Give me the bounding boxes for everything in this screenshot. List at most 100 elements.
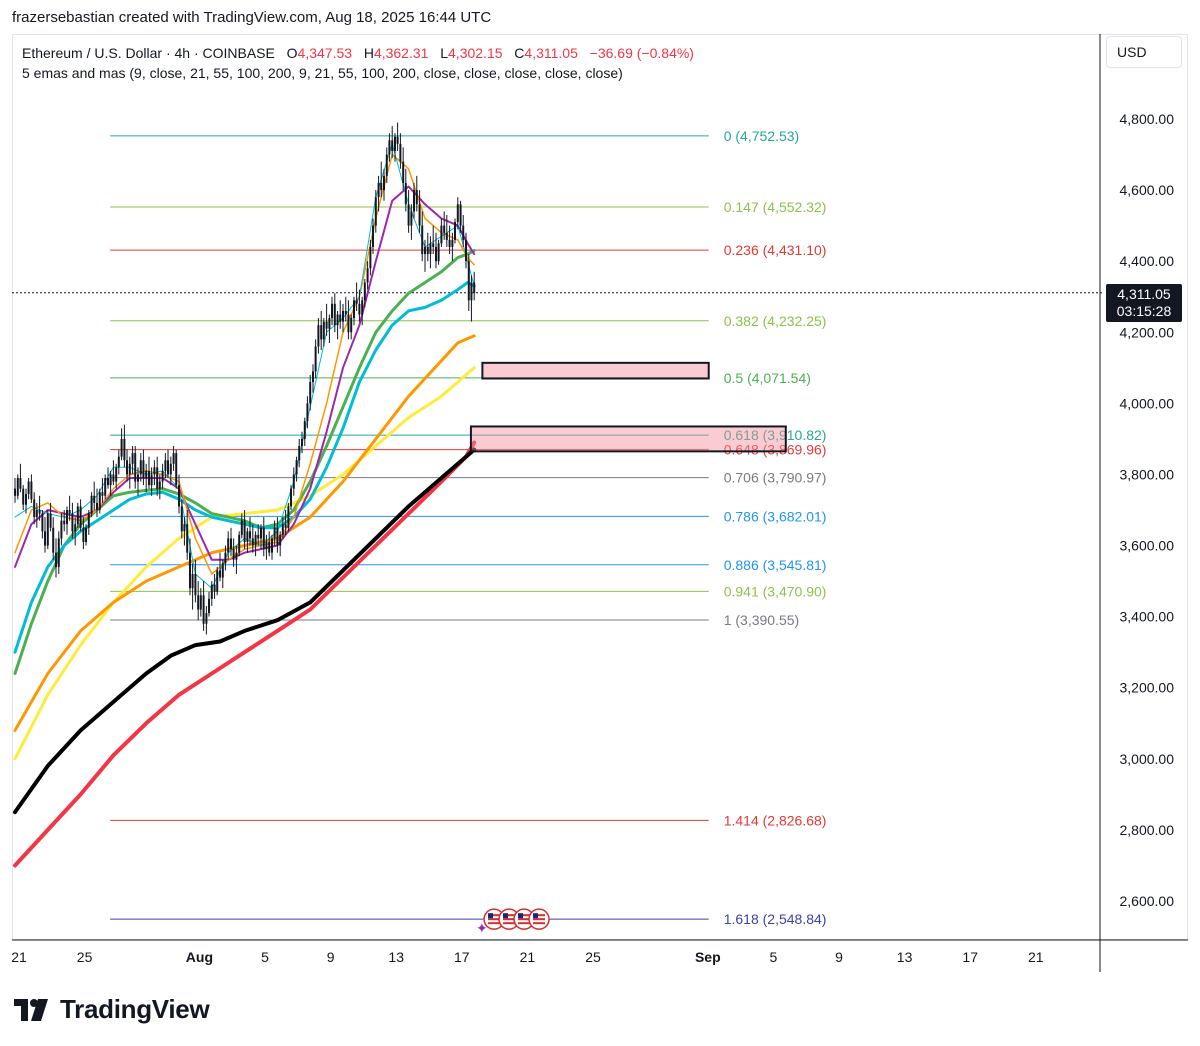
candle-body	[71, 513, 74, 532]
x-tick-label: 5	[261, 949, 269, 965]
candle-body	[355, 300, 358, 304]
candle-body	[342, 310, 344, 322]
fib-level-label: 0.382 (4,232.25)	[724, 313, 827, 329]
candle-body	[404, 182, 407, 205]
fib-level-label: 0.618 (3,910.82)	[724, 427, 827, 443]
candle-body	[246, 531, 249, 542]
candle-body	[115, 467, 118, 482]
candle-body	[265, 541, 268, 550]
candle-body	[399, 143, 402, 162]
currency-button[interactable]: USD	[1106, 36, 1182, 68]
us-flag-canton	[488, 913, 494, 919]
candle-body	[240, 520, 243, 535]
fib-level-label: 0 (4,752.53)	[724, 128, 800, 144]
y-tick-label: 4,200.00	[1120, 324, 1175, 340]
us-flag-stripe	[488, 922, 501, 925]
candle-body	[309, 382, 312, 404]
candle-body	[383, 175, 385, 191]
y-tick-label: 3,400.00	[1120, 609, 1175, 625]
legend-symbol-row: Ethereum / U.S. Dollar · 4h · COINBASE O…	[22, 43, 694, 63]
candle-body	[178, 485, 180, 507]
candle-body	[128, 463, 131, 475]
fib-level-label: 0.941 (3,470.90)	[724, 583, 827, 599]
candle-body	[142, 460, 145, 479]
candle-body	[380, 182, 383, 191]
candle-body	[448, 239, 451, 247]
us-flag-stripe	[518, 918, 531, 921]
zone-lower	[469, 425, 787, 453]
candle-body	[257, 534, 260, 539]
candle-body	[437, 243, 440, 262]
candle-body	[358, 303, 361, 315]
brand-name: TradingView	[60, 994, 210, 1024]
y-tick-label: 3,200.00	[1120, 680, 1175, 696]
candle-body	[254, 534, 257, 546]
x-tick-label: Aug	[186, 949, 213, 965]
chart-legend: Ethereum / U.S. Dollar · 4h · COINBASE O…	[22, 43, 694, 83]
candle-body	[284, 524, 287, 528]
candle-body	[227, 538, 230, 553]
candle-body	[123, 438, 126, 461]
candle-body	[393, 136, 396, 151]
legend-change: −36.69 (−0.84%)	[589, 45, 694, 61]
candle-body	[30, 481, 33, 500]
candle-body	[145, 470, 148, 479]
x-tick-label: 21	[520, 949, 536, 965]
us-flag-stripe	[533, 918, 546, 921]
candle-body	[344, 310, 347, 315]
event-star-icon: ✦	[476, 921, 488, 937]
x-tick-label: 21	[11, 949, 27, 965]
candle-body	[139, 460, 142, 475]
candle-body	[60, 520, 63, 539]
candle-body	[210, 584, 213, 599]
candle-body	[385, 154, 388, 176]
candle-body	[68, 510, 71, 514]
candle-body	[268, 541, 271, 553]
legend-symbol[interactable]: Ethereum / U.S. Dollar · 4h · COINBASE	[22, 45, 275, 61]
x-tick-label: 17	[962, 949, 978, 965]
candle-body	[14, 488, 16, 496]
candle-body	[333, 303, 336, 326]
candle-body	[221, 563, 224, 578]
x-tick-label: 13	[388, 949, 404, 965]
legend-indicator[interactable]: 5 emas and mas (9, close, 21, 55, 100, 2…	[22, 65, 623, 81]
candle-body	[98, 492, 101, 510]
candle-body	[175, 453, 178, 486]
candle-body	[82, 527, 85, 542]
candle-body	[172, 453, 175, 464]
candle-body	[369, 246, 372, 269]
candle-body	[22, 488, 25, 505]
us-flag-canton	[533, 913, 539, 919]
candle-body	[325, 321, 328, 329]
last-price-value: 4,311.05	[1117, 286, 1171, 302]
candle-body	[347, 314, 350, 333]
candle-body	[402, 161, 405, 183]
candle-body	[276, 527, 279, 546]
candle-body	[147, 470, 150, 486]
candle-body	[27, 481, 30, 495]
y-tick-label: 4,400.00	[1120, 253, 1175, 269]
candle-body	[361, 300, 364, 315]
candle-body	[445, 232, 448, 240]
candle-body	[202, 595, 205, 624]
candle-body	[418, 204, 421, 226]
y-tick-label: 2,600.00	[1120, 893, 1175, 909]
legend-low-label: L	[440, 45, 449, 61]
candle-body	[287, 506, 290, 528]
candle-body	[456, 204, 459, 223]
us-flag-stripe	[518, 914, 531, 917]
candle-body	[164, 460, 167, 471]
us-flag-stripe	[488, 914, 501, 917]
candle-body	[372, 225, 375, 247]
brand: TradingView	[14, 994, 210, 1025]
fib-level-label: 1.618 (2,548.84)	[724, 911, 827, 927]
candle-body	[301, 438, 303, 447]
candle-body	[320, 325, 323, 340]
candle-body	[462, 225, 465, 240]
candle-body	[352, 300, 355, 319]
candle-body	[451, 239, 454, 247]
candle-body	[249, 531, 252, 539]
candle-body	[46, 513, 49, 546]
chart-credit: frazersebastian created with TradingView…	[12, 9, 492, 26]
